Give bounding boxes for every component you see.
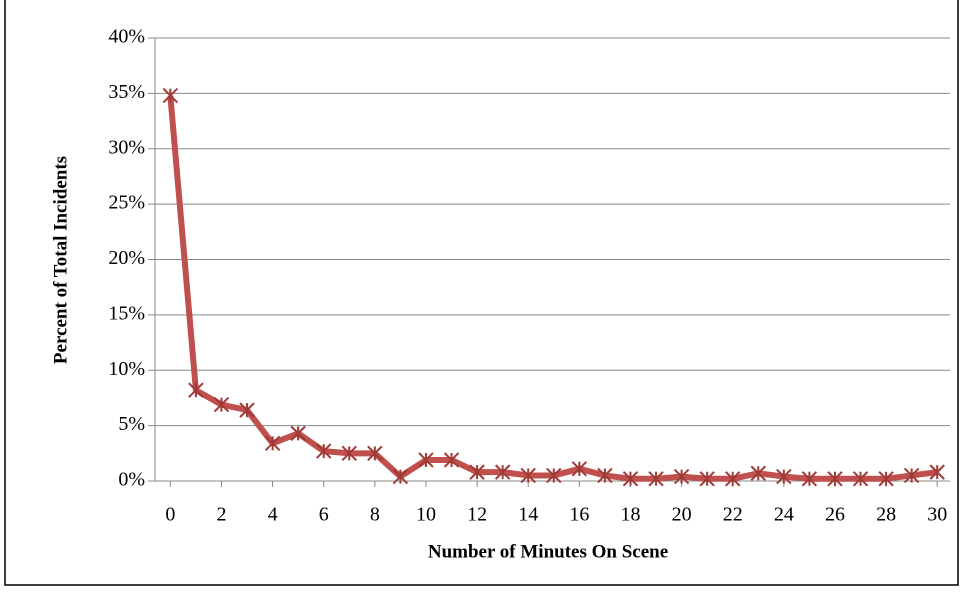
y-tick-label: 40% (108, 26, 145, 48)
x-tick-label: 4 (268, 504, 278, 526)
chart-border (4, 0, 959, 586)
data-marker (776, 468, 792, 485)
data-marker (392, 468, 409, 485)
x-tick-label: 26 (825, 504, 845, 526)
data-marker (469, 464, 485, 480)
x-tick-label: 2 (216, 504, 226, 526)
x-tick-label: 8 (370, 504, 380, 526)
y-tick-label: 15% (108, 302, 145, 324)
data-marker (571, 461, 588, 477)
data-marker (801, 471, 818, 487)
data-marker (213, 396, 230, 413)
y-tick-label: 20% (108, 247, 145, 269)
data-marker (264, 435, 281, 452)
x-tick-label: 30 (927, 504, 947, 526)
data-marker (239, 402, 255, 418)
data-line (167, 95, 938, 482)
x-tick-label: 16 (569, 504, 589, 526)
data-marker (290, 425, 306, 442)
data-marker (367, 445, 383, 462)
x-tick-label: 20 (672, 504, 692, 526)
y-tick-label: 0% (118, 469, 145, 491)
data-marker (622, 471, 639, 487)
data-marker (699, 471, 715, 487)
data-marker (316, 443, 332, 459)
y-tick-label: 30% (108, 136, 145, 158)
x-axis-title: Number of Minutes On Scene (428, 541, 668, 562)
data-marker (443, 452, 460, 468)
data-marker (188, 382, 204, 398)
data-marker (903, 467, 920, 484)
data-marker (750, 465, 766, 481)
data-marker (827, 471, 843, 487)
x-tick-label: 14 (518, 504, 538, 526)
data-marker (418, 452, 434, 468)
x-tick-label: 6 (319, 504, 329, 526)
y-tick-label: 10% (108, 358, 145, 380)
data-marker (162, 87, 179, 104)
x-tick-label: 24 (774, 504, 794, 526)
x-tick-label: 0 (165, 504, 175, 526)
y-axis-title: Percent of Total Incidents (50, 156, 71, 364)
data-marker (546, 467, 562, 484)
x-tick-label: 28 (876, 504, 896, 526)
x-tick-label: 18 (620, 504, 640, 526)
y-tick-label: 5% (118, 413, 145, 435)
data-marker (648, 471, 664, 487)
data-marker (597, 467, 613, 484)
y-tick-label: 35% (108, 81, 145, 103)
data-marker (852, 471, 869, 487)
x-tick-label: 12 (467, 504, 487, 526)
data-marker (520, 467, 536, 484)
data-marker (673, 468, 690, 485)
data-marker (878, 471, 894, 487)
x-tick-label: 10 (416, 504, 436, 526)
x-tick-label: 22 (723, 504, 743, 526)
data-marker (341, 445, 357, 462)
data-marker (929, 464, 945, 480)
data-marker (494, 464, 511, 480)
data-marker (725, 471, 741, 487)
y-tick-label: 25% (108, 192, 145, 214)
